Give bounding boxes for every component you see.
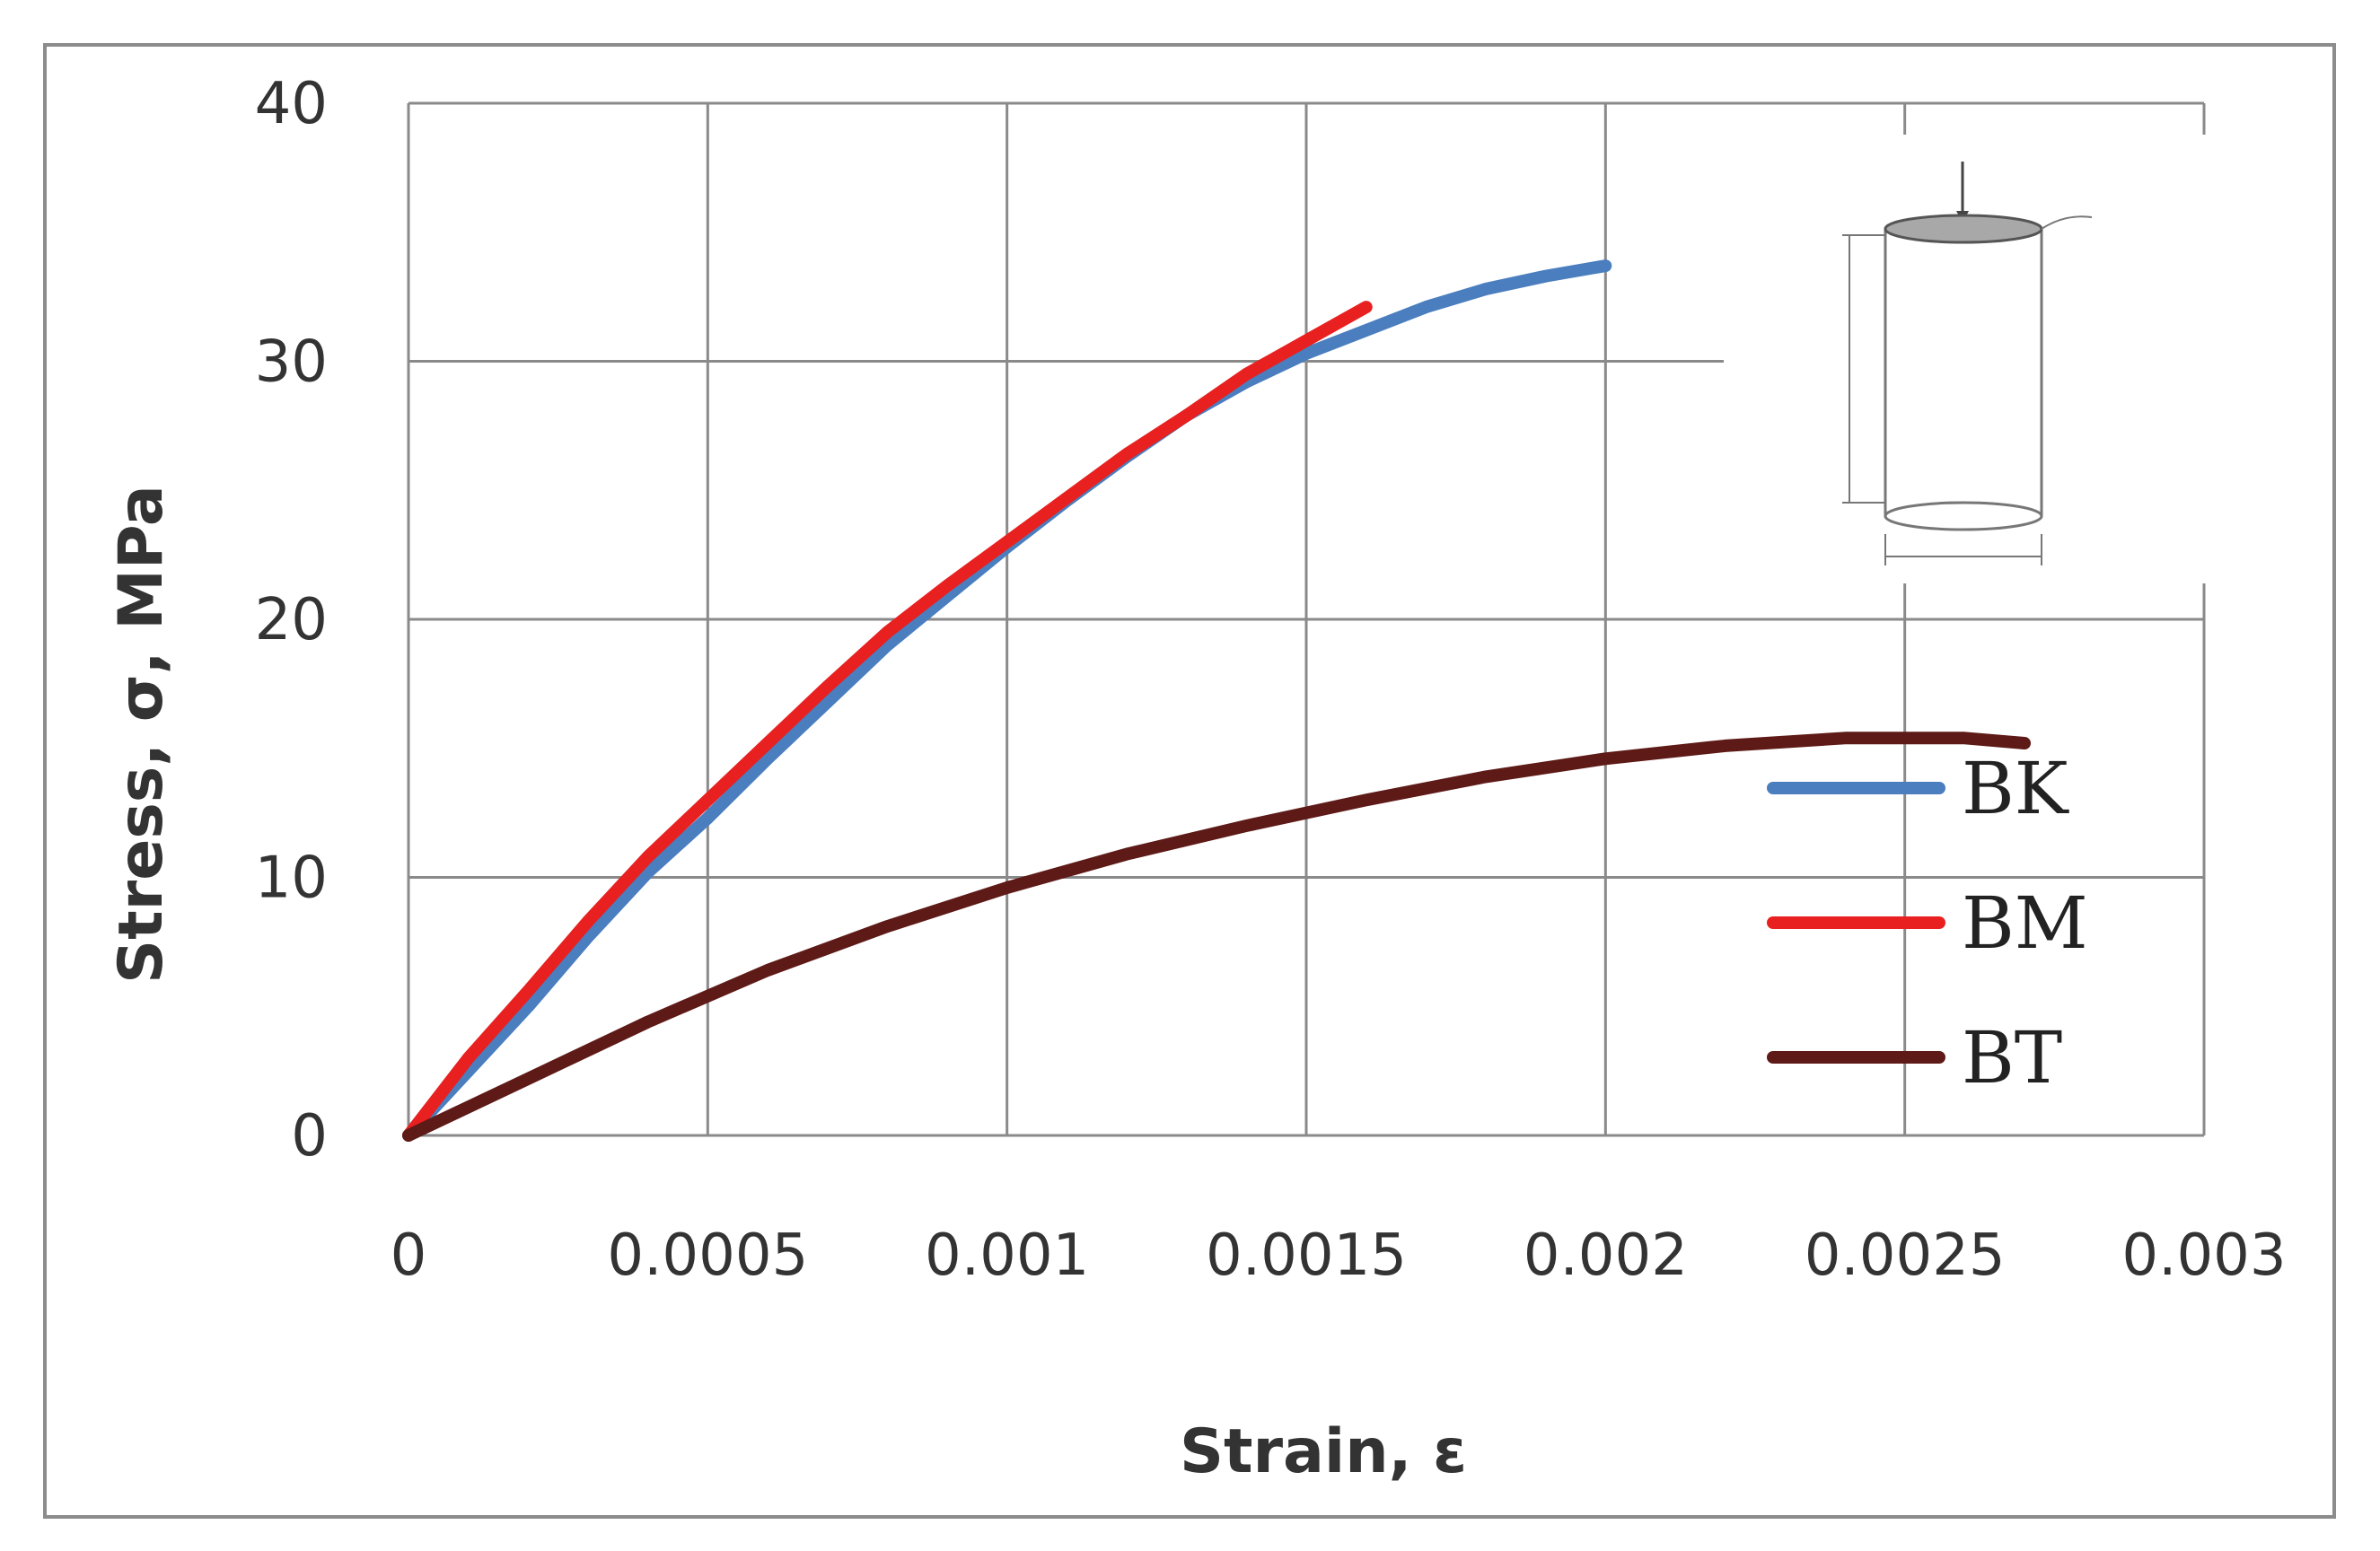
x-tick-label: 0.003	[2121, 1222, 2286, 1289]
series-bt-line	[402, 732, 2031, 1142]
y-axis-title: Stress, σ, MPa	[106, 485, 177, 984]
tick-labels: 0 10 20 30 40 0 0.0005 0.001 0.0015 0.002 0.0025 0.…	[255, 71, 2287, 1289]
x-tick-label: 0.002	[1524, 1222, 1688, 1289]
y-tick-label: 10	[255, 846, 328, 912]
y-tick-label: 40	[255, 71, 328, 137]
y-tick-label: 0	[291, 1103, 328, 1170]
y-tick-label: 20	[255, 587, 328, 653]
x-tick-label: 0	[391, 1222, 427, 1289]
legend-bt-label: BT	[1962, 1016, 2062, 1100]
x-tick-label: 0.0025	[1805, 1222, 2006, 1289]
legend: BK BM BT	[1767, 747, 2088, 1100]
x-tick-label: 0.0005	[607, 1222, 808, 1289]
legend-bm-label: BM	[1962, 881, 2088, 965]
grid	[407, 101, 2206, 1137]
specimen-cylinder-icon	[1724, 135, 2209, 583]
y-tick-label: 30	[255, 329, 328, 396]
series-layer	[402, 259, 2031, 1142]
x-axis-title: Strain, ε	[1180, 1416, 1467, 1487]
series-bm-line	[402, 301, 1373, 1142]
x-tick-label: 0.001	[925, 1222, 1089, 1289]
legend-bk-label: BK	[1962, 747, 2069, 830]
x-tick-label: 0.0015	[1206, 1222, 1407, 1289]
